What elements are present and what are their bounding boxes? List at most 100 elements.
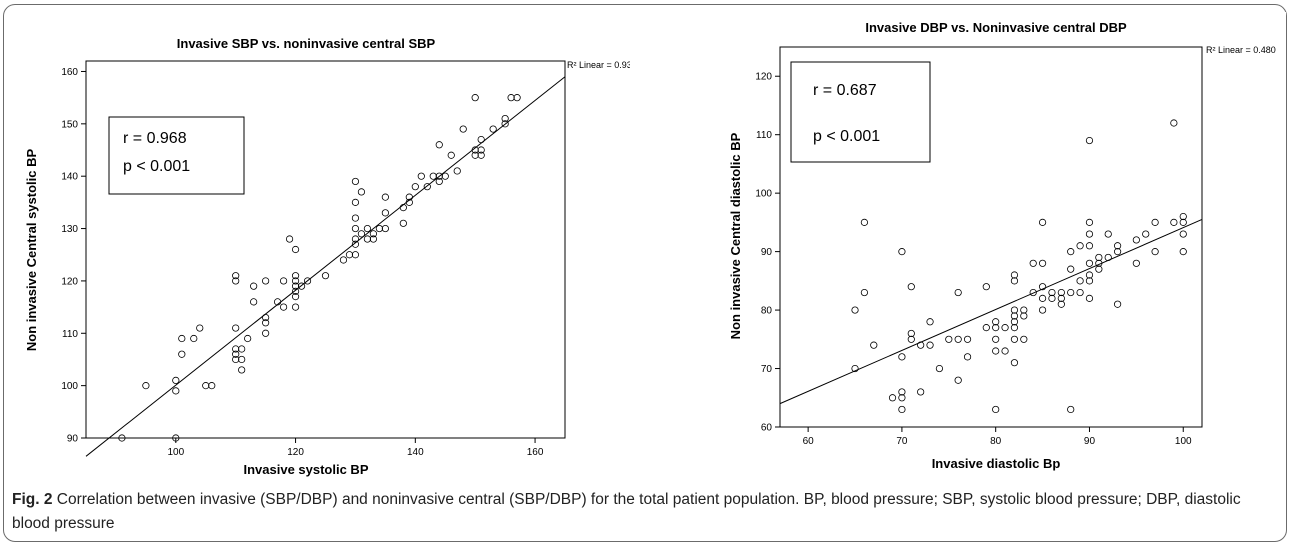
data-point [375,224,383,233]
data-point [1038,306,1047,314]
data-point [1010,312,1019,320]
data-point [1076,277,1084,285]
data-point [279,303,288,311]
data-point [142,382,150,390]
fit-line [85,76,566,457]
axis-ticks: 60 70 80 90 100 60 70 80 90 100 110 120 [755,72,1192,447]
y-tick-label: 70 [761,364,773,375]
data-point [321,272,330,280]
data-point [954,288,962,297]
data-point [1085,230,1094,238]
data-point [1085,242,1094,250]
data-point [963,353,972,361]
data-point [471,94,479,102]
x-tick-label: 140 [407,447,424,458]
y-tick-label: 140 [61,172,78,183]
data-point [954,335,962,343]
data-point [489,125,497,133]
data-point [417,172,425,180]
stat-p: p < 0.001 [813,128,880,145]
data-point [285,235,294,243]
data-point [232,345,240,353]
data-point [1132,236,1140,244]
y-tick-label: 90 [761,247,773,258]
data-point [1029,259,1037,267]
data-point [471,151,479,159]
data-point [1067,265,1075,273]
y-tick-label: 100 [61,381,78,392]
data-point [992,318,1000,326]
data-point [291,303,300,311]
x-tick-label: 120 [287,447,304,458]
data-point [232,350,240,358]
data-point [1048,288,1056,297]
data-point [291,245,300,254]
data-point [303,277,312,285]
x-tick-label: 100 [1175,436,1192,447]
data-point [232,355,240,364]
data-point [250,282,258,290]
y-tick-label: 110 [756,130,772,141]
data-point [1010,306,1019,314]
data-point [992,347,1000,355]
data-point [1113,300,1122,308]
data-point [917,388,925,396]
data-point [447,151,455,159]
data-point [1038,283,1047,291]
data-point [1010,324,1019,332]
data-point [357,188,366,196]
data-point [459,125,467,133]
x-axis-label: Invasive systolic BP [243,462,368,477]
data-point [898,353,906,361]
dbp-chart-panel: Invasive DBP vs. Noninvasive central DBP… [706,12,1286,482]
data-point [926,318,934,326]
data-point [992,324,1000,332]
y-tick-label: 60 [761,423,773,434]
y-tick-label: 100 [755,189,772,200]
data-point [501,114,509,123]
data-point [262,319,270,327]
y-tick-label: 150 [61,119,78,130]
y-axis-label: Non invasive Central systolic BP [24,149,39,352]
data-point [190,334,198,343]
data-point [1048,294,1056,302]
data-point [992,405,1000,414]
x-tick-label: 80 [990,436,1002,447]
data-point [477,146,485,154]
data-point [898,248,906,256]
data-point [369,235,377,243]
data-point [898,388,906,396]
data-point [1113,242,1122,250]
x-tick-label: 90 [1084,436,1096,447]
data-point [851,306,859,314]
data-point [291,272,300,280]
data-point [232,277,240,285]
data-point [1010,335,1019,343]
y-tick-label: 120 [755,72,772,83]
data-point [1020,312,1028,320]
data-point [1179,212,1187,221]
data-point [992,335,1000,343]
data-point [411,183,419,191]
chart-title: Invasive SBP vs. noninvasive central SBP [177,36,436,51]
data-point [351,198,360,206]
data-point [982,283,990,291]
data-point [1151,248,1159,256]
stat-p: p < 0.001 [123,158,190,175]
data-point [860,288,868,297]
data-point [1076,242,1084,250]
data-point [351,251,360,259]
sbp-chart-panel: Invasive SBP vs. noninvasive central SBP… [6,10,637,480]
data-point [851,364,859,373]
data-point [178,334,186,343]
data-point [363,224,372,233]
data-point [1076,288,1084,297]
data-point [870,341,878,349]
data-point [1038,218,1047,226]
data-point [250,298,258,306]
data-point [477,151,485,159]
data-point [1029,288,1037,297]
data-point [1170,218,1178,226]
figure-frame [3,4,1287,542]
data-point [238,345,246,353]
